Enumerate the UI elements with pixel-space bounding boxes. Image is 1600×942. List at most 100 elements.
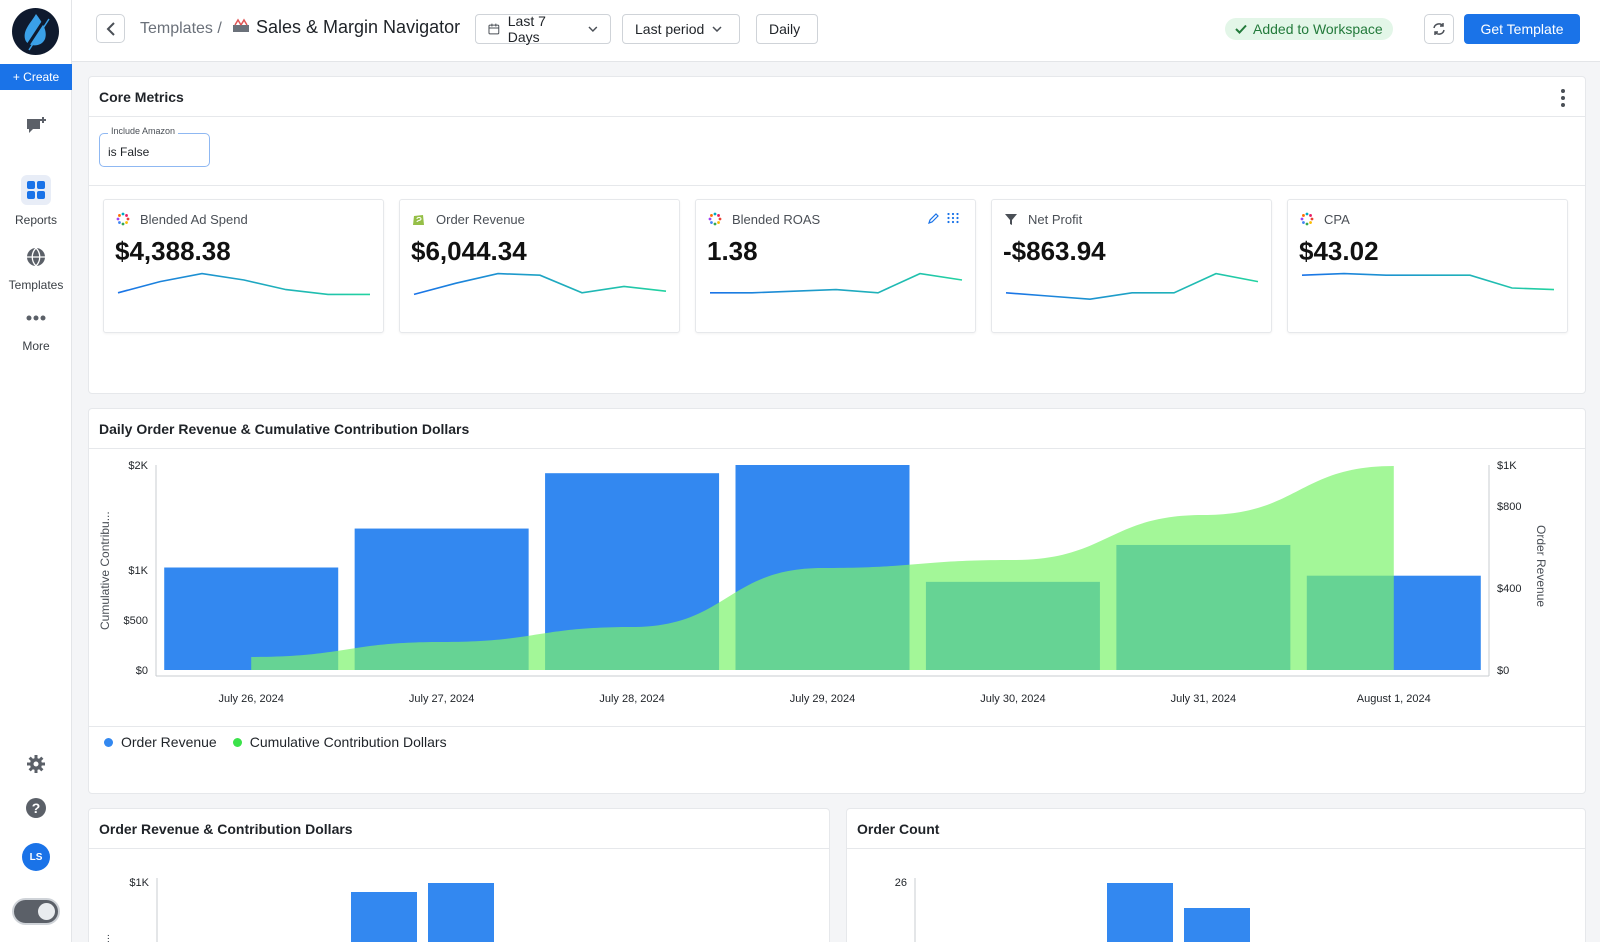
sidebar: + Create Reports Templates More ? LS [0,0,72,942]
more-icon[interactable] [24,306,48,330]
sparkline [710,272,963,294]
kebab-menu-icon[interactable] [1561,89,1565,107]
sparkline-path [1301,272,1555,291]
sidebar-item-label[interactable]: Templates [8,278,64,292]
bar [1184,908,1250,942]
sparkline-path [413,272,667,296]
bar [428,883,494,942]
y-axis-label-left: Cumulative Contribu... [98,511,112,630]
y-tick-label-right: $400 [1497,583,1521,595]
y-axis-label: s, T... [100,934,112,942]
include-amazon-filter[interactable]: Include Amazon is False [99,126,210,167]
status-badge-label: Added to Workspace [1253,21,1383,37]
sidebar-item-label[interactable]: More [22,339,50,353]
legend-dot [232,737,242,747]
daily-revenue-chart: $0 $500 $1K $2K $0 $400 $800 $1K Cumulative Cont… [98,460,1548,705]
x-tick-label: July 27, 2024 [409,693,474,705]
y-tick-label-right: $0 [1497,665,1509,677]
sparkline [117,272,370,296]
reports-icon [27,181,45,199]
filter-value: is False [108,145,150,159]
y-tick-label-left: $0 [136,665,148,677]
breadcrumb[interactable]: Templates / [140,20,222,37]
card-title: Core Metrics [89,77,1585,117]
kpi-name: Blended ROAS [732,212,821,227]
sidebar-item-reports[interactable] [21,175,51,205]
bar [351,892,417,942]
kpi-card[interactable]: Order Revenue $6,044.34 [399,199,680,333]
topbar: Templates / Sales & Margin Navigator Las… [72,0,1600,62]
order-count-chart: 26 [895,877,1250,942]
kpi-value: $6,044.34 [411,236,527,266]
y-tick-label-left: $1K [128,565,148,577]
template-icon [232,18,250,39]
check-icon [1235,24,1247,34]
legend-label: Cumulative Contribution Dollars [249,734,447,750]
help-icon[interactable]: ? [24,796,48,820]
shopify-icon [412,212,426,226]
card-title: Order Revenue & Contribution Dollars [89,809,829,849]
kpi-name: Blended Ad Spend [140,212,248,227]
area-series [251,466,1394,670]
x-tick-label: August 1, 2024 [1357,693,1431,705]
card-title: Daily Order Revenue & Cumulative Contrib… [89,409,1585,449]
order-revenue-contribution-card: Order Revenue & Contribution Dollars $1K… [88,808,830,942]
refresh-button[interactable] [1424,14,1454,44]
kpi-card[interactable]: Blended ROAS 1.38 [695,199,976,333]
order-count-card: Order Count 26 [846,808,1586,942]
grid-dots-icon[interactable] [947,213,959,224]
calendar-icon [488,23,500,35]
edit-icon[interactable] [928,213,939,224]
granularity-button[interactable]: Daily [756,14,818,44]
x-tick-label: July 31, 2024 [1171,693,1236,705]
kpi-name: Order Revenue [436,212,525,227]
sparkline [1005,272,1259,301]
bar [164,567,339,670]
back-button[interactable] [96,14,125,43]
kpi-card[interactable]: Blended Ad Spend $4,388.38 [103,199,384,333]
divider [89,726,1585,727]
date-range-select[interactable]: Last 7 Days [475,13,611,45]
legend-label: Order Revenue [121,734,217,750]
globe-icon[interactable] [24,245,48,269]
y-tick-label-right: $1K [1497,460,1517,472]
avatar[interactable]: LS [22,843,50,871]
granularity-label: Daily [769,21,801,37]
sidebar-item-label[interactable]: Reports [14,213,58,227]
kpi-card[interactable]: Net Profit -$863.94 [991,199,1272,333]
theme-toggle[interactable] [12,898,60,925]
app-logo[interactable] [12,8,59,55]
x-tick-label: July 26, 2024 [218,693,283,705]
card-title: Order Count [847,809,1585,849]
feedback-icon[interactable] [24,114,48,138]
gear-icon[interactable] [24,752,48,776]
svg-text:?: ? [32,800,41,816]
comparison-label: Last period [635,21,705,37]
kpi-value: $43.02 [1299,236,1379,266]
revenue-contribution-chart: $1K s, T... [100,877,494,942]
multi-source-icon [116,212,130,226]
get-template-button[interactable]: Get Template [1464,14,1580,44]
sparkline-path [710,272,963,294]
kpi-name: Net Profit [1028,212,1083,227]
y-tick-label: $1K [129,877,149,889]
kpi-name: CPA [1324,212,1350,227]
daily-chart-card: Daily Order Revenue & Cumulative Contrib… [88,408,1586,794]
comparison-select[interactable]: Last period [622,14,740,44]
chevron-down-icon [588,26,598,32]
legend-item-cumulative-contribution[interactable]: Cumulative Contribution Dollars [232,734,447,750]
core-metrics-card: Core Metrics Include Amazon is False Ble… [88,76,1586,394]
x-tick-label: July 30, 2024 [980,693,1045,705]
y-tick-label: 26 [895,877,907,889]
sparkline-path [117,272,370,296]
kpi-tools [928,213,959,224]
kpi-card[interactable]: CPA $43.02 [1287,199,1568,333]
refresh-icon [1433,23,1445,35]
kpi-value: -$863.94 [1003,236,1106,266]
x-tick-label: July 29, 2024 [790,693,855,705]
legend-item-order-revenue[interactable]: Order Revenue [104,734,217,750]
divider [89,185,1585,186]
y-tick-label-right: $800 [1497,501,1521,513]
create-button[interactable]: + Create [0,64,72,90]
chevron-down-icon [712,26,722,32]
